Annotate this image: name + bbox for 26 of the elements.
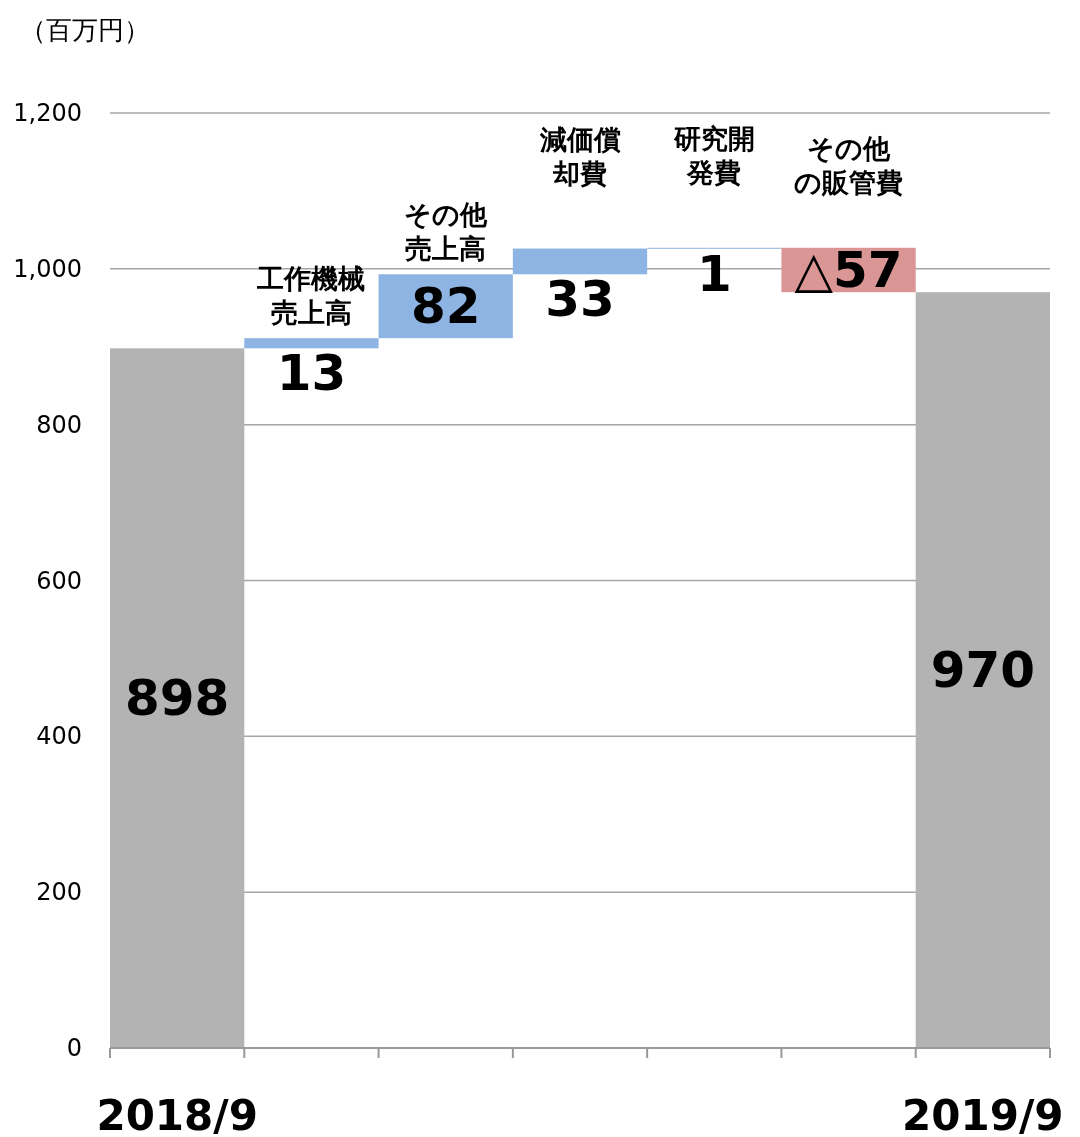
data-label: 970 <box>930 641 1036 700</box>
y-tick-label: 200 <box>36 878 82 907</box>
x-tick-label: 減価償却費 <box>538 122 622 191</box>
data-label: 82 <box>410 277 481 336</box>
x-tick-label: 工作機械売上高 <box>256 262 367 331</box>
y-tick-label: 0 <box>66 1034 82 1062</box>
data-label: 1 <box>696 244 732 303</box>
y-tick-label: 600 <box>36 566 82 595</box>
x-tick-label: その他の販管費 <box>793 131 905 200</box>
data-label: △57 <box>794 241 903 299</box>
bar <box>915 292 1050 1048</box>
y-tick-label: 800 <box>36 410 82 439</box>
data-label: 33 <box>545 270 615 329</box>
y-tick-label: 400 <box>36 722 82 751</box>
bar <box>244 338 379 349</box>
bar <box>110 348 245 1048</box>
x-tick-label: 研究開発費 <box>672 121 756 190</box>
data-label: 898 <box>124 669 230 728</box>
x-tick-label: 2019/9 <box>902 1090 1064 1137</box>
x-tick-label: その他売上高 <box>403 198 489 267</box>
y-axis-title: （百万円） <box>20 15 150 45</box>
y-tick-label: 1,000 <box>13 254 82 283</box>
x-tick-label: 2018/9 <box>96 1090 258 1137</box>
bar <box>512 248 648 275</box>
y-tick-label: 1,200 <box>13 99 82 127</box>
data-label: 13 <box>276 344 347 403</box>
